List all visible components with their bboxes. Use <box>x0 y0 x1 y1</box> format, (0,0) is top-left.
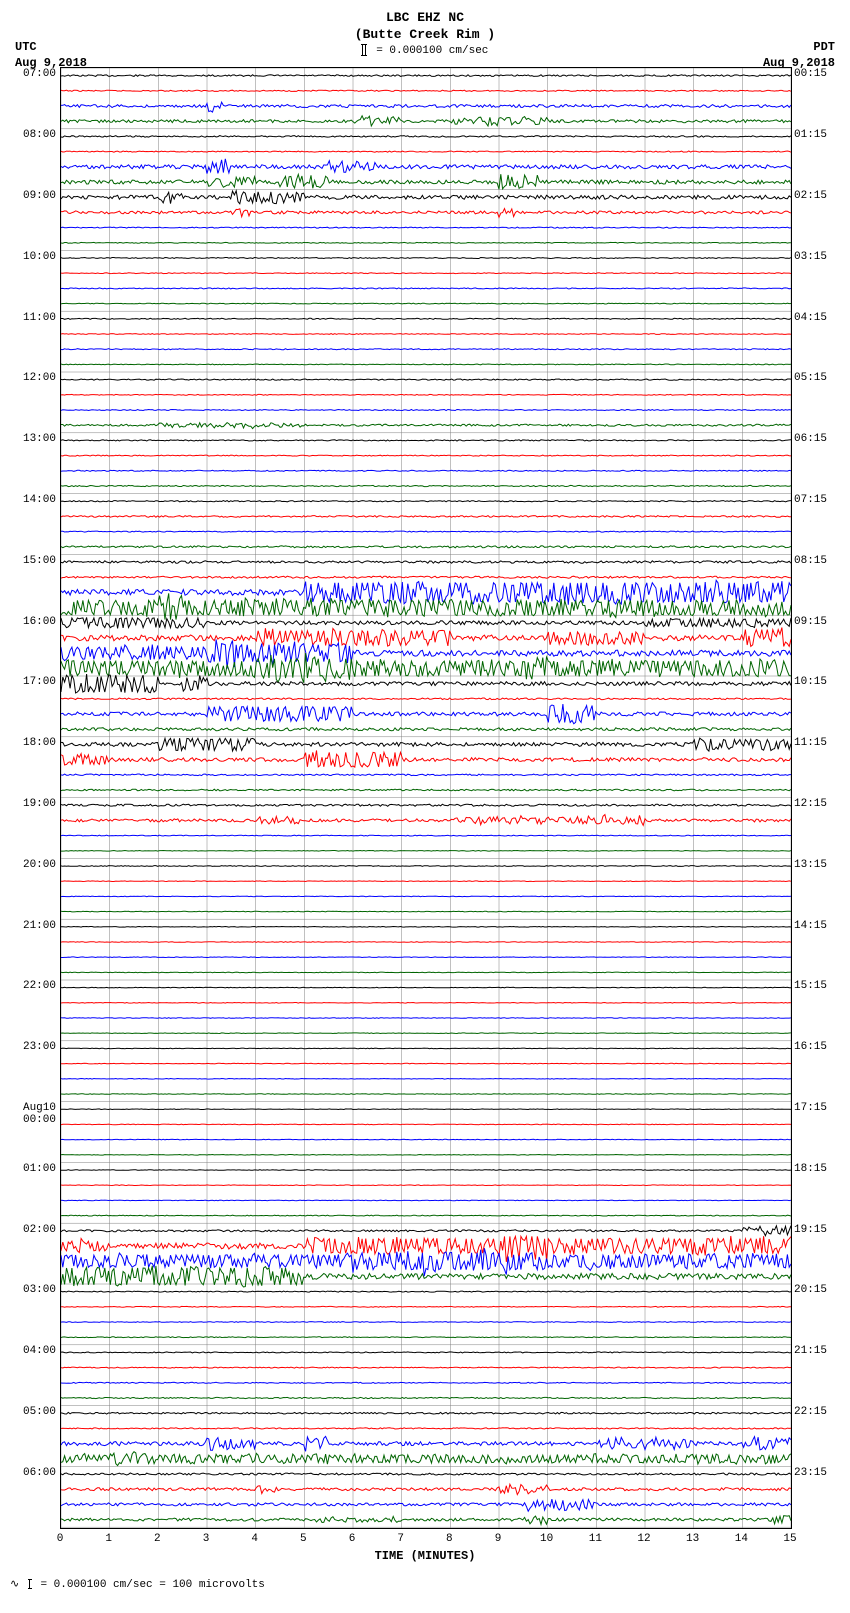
utc-tick: 23:00 <box>23 1041 56 1053</box>
utc-tick: 09:00 <box>23 190 56 202</box>
minute-tick: 14 <box>735 1533 748 1545</box>
utc-tick: 12:00 <box>23 372 56 384</box>
minute-tick: 7 <box>397 1533 404 1545</box>
minute-tick: 13 <box>686 1533 699 1545</box>
utc-tick: 15:00 <box>23 555 56 567</box>
pdt-tick: 16:15 <box>794 1041 827 1053</box>
pdt-tick: 08:15 <box>794 555 827 567</box>
utc-tick: 19:00 <box>23 798 56 810</box>
x-axis-title: TIME (MINUTES) <box>375 1549 476 1563</box>
utc-tick: 16:00 <box>23 616 56 628</box>
pdt-tick: 04:15 <box>794 312 827 324</box>
minute-tick: 5 <box>300 1533 307 1545</box>
pdt-tick: 06:15 <box>794 433 827 445</box>
minute-tick: 8 <box>446 1533 453 1545</box>
scale-bar-icon <box>362 44 366 56</box>
pdt-tick: 17:15 <box>794 1102 827 1114</box>
utc-tick: 11:00 <box>23 312 56 324</box>
utc-tick: 21:00 <box>23 920 56 932</box>
utc-tick: 04:00 <box>23 1345 56 1357</box>
utc-tick: 20:00 <box>23 859 56 871</box>
pdt-tick: 14:15 <box>794 920 827 932</box>
minute-tick: 0 <box>57 1533 64 1545</box>
minute-tick: 4 <box>251 1533 258 1545</box>
helicorder-plot <box>60 67 792 1529</box>
minute-tick: 10 <box>540 1533 553 1545</box>
utc-tick: Aug10 <box>23 1102 56 1114</box>
utc-tick: 01:00 <box>23 1163 56 1175</box>
pdt-tick: 18:15 <box>794 1163 827 1175</box>
footer-scale-bar-icon <box>29 1579 31 1589</box>
minute-tick: 9 <box>495 1533 502 1545</box>
pdt-tick: 09:15 <box>794 616 827 628</box>
pdt-tick: 02:15 <box>794 190 827 202</box>
time-minutes-axis: TIME (MINUTES) 0123456789101112131415 <box>60 1529 790 1569</box>
pdt-time-axis: 00:15 01:15 02:15 03:15 04:15 05:15 06:15 07:15… <box>792 67 840 1527</box>
minute-tick: 1 <box>105 1533 112 1545</box>
minute-tick: 11 <box>589 1533 602 1545</box>
pdt-tick: 10:15 <box>794 676 827 688</box>
scale-text: = 0.000100 cm/sec <box>376 45 488 57</box>
utc-time-axis: 07:00 08:00 09:00 10:00 11:00 12:00 13:00 14:00… <box>10 67 58 1527</box>
minute-tick: 15 <box>783 1533 796 1545</box>
utc-tick: 10:00 <box>23 251 56 263</box>
pdt-tick: 12:15 <box>794 798 827 810</box>
utc-tick: 13:00 <box>23 433 56 445</box>
minute-tick: 2 <box>154 1533 161 1545</box>
minute-tick: 6 <box>349 1533 356 1545</box>
utc-tick: 06:00 <box>23 1467 56 1479</box>
utc-tick: 05:00 <box>23 1406 56 1418</box>
utc-tick: 02:00 <box>23 1224 56 1236</box>
station-title: LBC EHZ NC <box>10 10 840 27</box>
utc-tick: 17:00 <box>23 676 56 688</box>
pdt-tick: 01:15 <box>794 129 827 141</box>
pdt-tick: 21:15 <box>794 1345 827 1357</box>
pdt-tick: 13:15 <box>794 859 827 871</box>
utc-tick: 00:00 <box>23 1114 56 1126</box>
pdt-tick: 15:15 <box>794 980 827 992</box>
utc-tick: 22:00 <box>23 980 56 992</box>
scale-indicator: = 0.000100 cm/sec <box>10 44 840 57</box>
seismic-traces <box>61 68 791 1528</box>
location-subtitle: (Butte Creek Rim ) <box>10 27 840 42</box>
utc-tick: 18:00 <box>23 737 56 749</box>
pdt-tick: 11:15 <box>794 737 827 749</box>
utc-tick: 14:00 <box>23 494 56 506</box>
minute-tick: 12 <box>637 1533 650 1545</box>
pdt-tick: 23:15 <box>794 1467 827 1479</box>
pdt-tick: 00:15 <box>794 68 827 80</box>
pdt-tick: 03:15 <box>794 251 827 263</box>
pdt-tick: 22:15 <box>794 1406 827 1418</box>
pdt-tick: 19:15 <box>794 1224 827 1236</box>
pdt-tick: 05:15 <box>794 372 827 384</box>
utc-tick: 03:00 <box>23 1284 56 1296</box>
pdt-tick: 07:15 <box>794 494 827 506</box>
minute-tick: 3 <box>203 1533 210 1545</box>
utc-tick: 08:00 <box>23 129 56 141</box>
utc-tick: 07:00 <box>23 68 56 80</box>
pdt-tick: 20:15 <box>794 1284 827 1296</box>
footer-scale: ∿ = 0.000100 cm/sec = 100 microvolts <box>10 1577 840 1591</box>
